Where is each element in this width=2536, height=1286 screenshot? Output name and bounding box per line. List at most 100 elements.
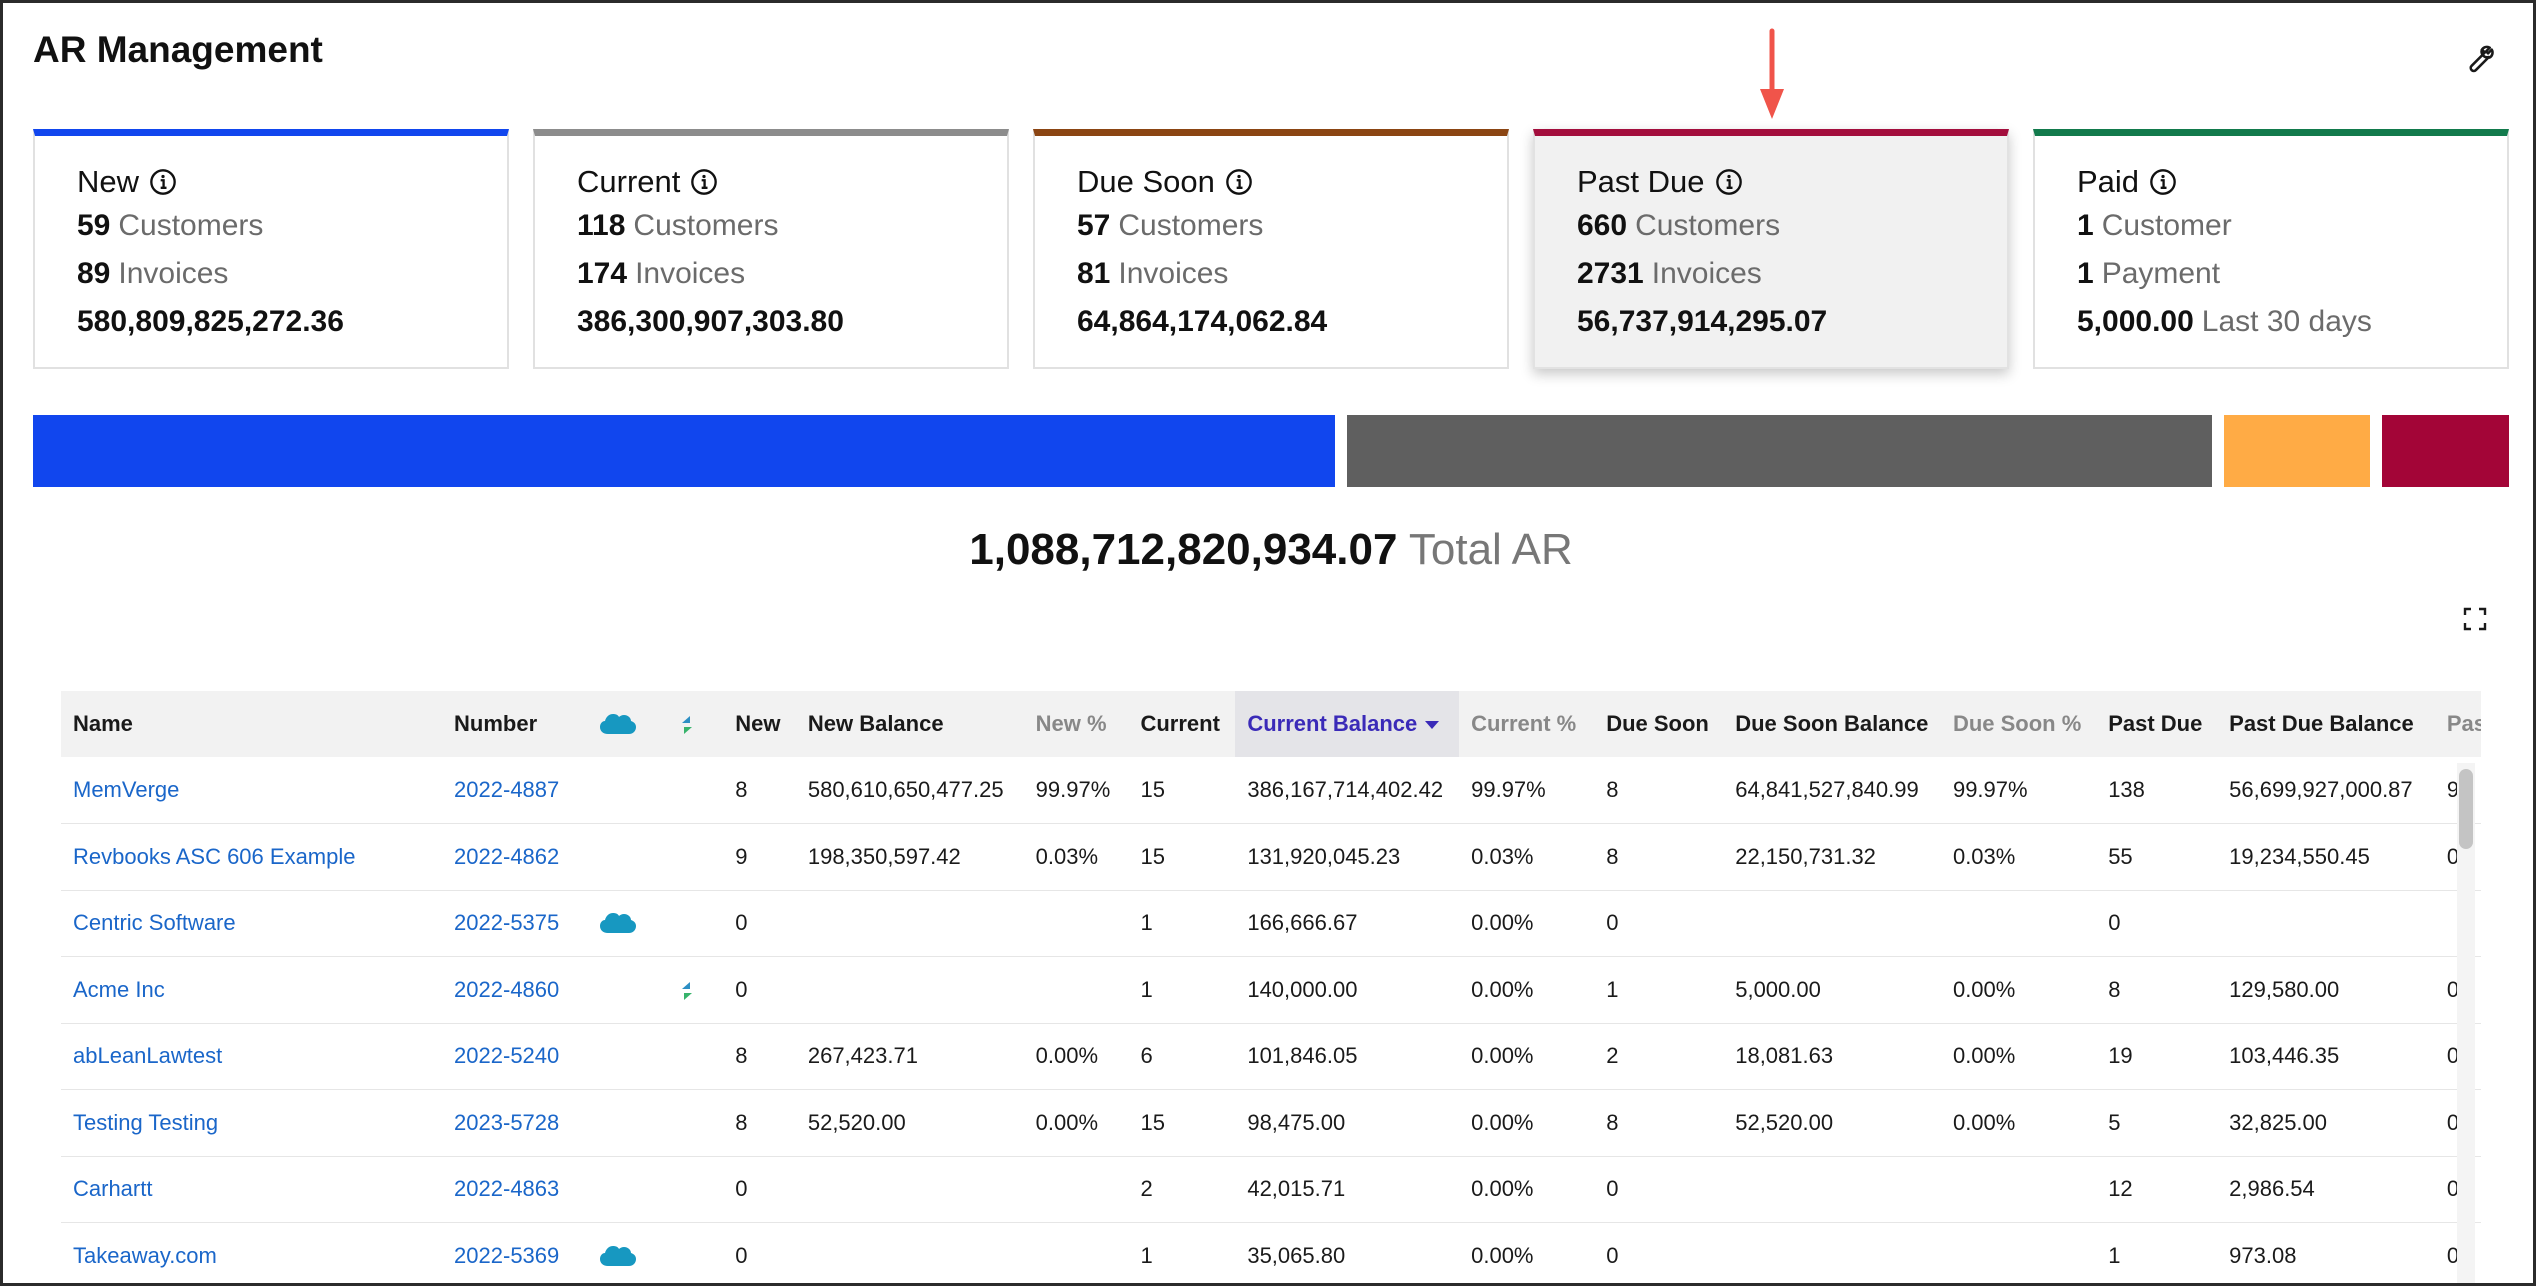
customer-name-link[interactable]: Revbooks ASC 606 Example (73, 843, 356, 869)
customer-label: Customers (1635, 209, 1781, 242)
customer-count: 1 (2077, 209, 2094, 242)
col-header-new-pct[interactable]: New % (1035, 711, 1107, 736)
invoice-label: Invoices (1118, 257, 1229, 290)
card-new[interactable]: New 59 Customers 89 Invoices 580,809,825,2… (33, 129, 509, 369)
table-row[interactable]: Testing Testing 2023-5728 8 52,520.00 0.00% 1… (61, 1089, 2481, 1157)
col-header-past-due[interactable]: Past Due (2108, 711, 2203, 736)
table-row[interactable]: Takeaway.com 2022-5369 0 1 35,065.80 0.00% 0 1 9… (61, 1222, 2481, 1283)
customer-name-link[interactable]: Carhartt (73, 1176, 153, 1202)
card-past-due[interactable]: Past Due 660 Customers 2731 Invoices 56,73… (1533, 129, 2009, 369)
cell-current: 15 (1128, 823, 1236, 891)
wrench-icon[interactable] (2461, 41, 2495, 75)
info-icon[interactable] (1715, 168, 1743, 196)
info-icon[interactable] (2149, 168, 2177, 196)
col-header-due-soon-pct[interactable]: Due Soon % (1952, 711, 2082, 736)
col-header-name[interactable]: Name (73, 711, 133, 736)
customer-label: Customer (2101, 209, 2232, 242)
customer-number-link[interactable]: 2022-4863 (454, 1176, 560, 1202)
cell-number: 2022-4863 (442, 1156, 587, 1223)
info-icon[interactable] (690, 168, 718, 196)
bar-segment-past-due[interactable] (2381, 415, 2509, 487)
table-row[interactable]: Carhartt 2022-4863 0 2 42,015.71 0.00% 0 12 2,98… (61, 1156, 2481, 1223)
card-due-soon[interactable]: Due Soon 57 Customers 81 Invoices 64,864,1… (1033, 129, 1509, 369)
cell-current: 1 (1128, 890, 1236, 957)
customer-name-link[interactable]: Acme Inc (73, 976, 165, 1002)
customer-count: 59 (77, 209, 111, 242)
col-header-new-balance[interactable]: New Balance (807, 711, 944, 736)
bar-segment-current[interactable] (1346, 415, 2213, 487)
col-header-due-soon[interactable]: Due Soon (1606, 711, 1709, 736)
cell-current-balance: 35,065.80 (1235, 1222, 1460, 1283)
col-header-current-balance[interactable]: Current Balance (1235, 691, 1460, 757)
customer-number-link[interactable]: 2022-5369 (454, 1242, 560, 1268)
cell-new-balance: 198,350,597.42 (795, 823, 1024, 891)
cell-new-balance (795, 1222, 1024, 1283)
customer-name-link[interactable]: Centric Software (73, 910, 236, 936)
cell-new: 8 (723, 1023, 796, 1090)
cell-name: Carhartt (61, 1156, 443, 1223)
bar-segment-due-soon[interactable] (2224, 415, 2370, 487)
card-current[interactable]: Current 118 Customers 174 Invoices 386,300… (533, 129, 1009, 369)
info-icon[interactable] (149, 168, 177, 196)
info-icon[interactable] (1225, 168, 1253, 196)
salesforce-icon (600, 714, 637, 735)
col-header-current-pct[interactable]: Current % (1471, 711, 1577, 736)
col-header-past-due-balance[interactable]: Past Due Balance (2229, 711, 2414, 736)
vertical-scrollbar[interactable] (2457, 763, 2475, 1283)
cell-current-balance: 98,475.00 (1235, 1089, 1460, 1157)
table-row[interactable]: Centric Software 2022-5375 0 1 166,666.67 0.0… (61, 890, 2481, 957)
cell-number: 2023-5728 (442, 1089, 587, 1157)
cell-new: 8 (723, 1089, 796, 1157)
table-row[interactable]: MemVerge 2022-4887 8 580,610,650,477.25 99.9… (61, 757, 2481, 824)
scrollbar-thumb[interactable] (2459, 769, 2473, 849)
col-header-past-pct[interactable]: Past (2446, 711, 2481, 736)
customer-label: Customers (633, 209, 779, 242)
cell-new-pct (1023, 1156, 1129, 1223)
cell-new-pct (1023, 1222, 1129, 1283)
customer-number-link[interactable]: 2022-4860 (454, 976, 560, 1002)
card-paid[interactable]: Paid 1 Customer 1 Payment 5,000.00 Last 30 … (2033, 129, 2509, 369)
cell-hubspot (666, 1222, 724, 1283)
customer-number-link[interactable]: 2022-5375 (454, 910, 560, 936)
cell-past-due: 5 (2096, 1089, 2218, 1157)
cell-past-due-balance: 973.08 (2217, 1222, 2435, 1283)
bar-segment-new[interactable] (33, 415, 1335, 487)
customer-count: 118 (577, 209, 626, 242)
cell-past-due: 1 (2096, 1222, 2218, 1283)
customer-number-link[interactable]: 2022-5240 (454, 1043, 560, 1069)
cell-new-balance (795, 956, 1024, 1024)
customer-number-link[interactable]: 2023-5728 (454, 1109, 560, 1135)
col-header-current[interactable]: Current (1140, 711, 1220, 736)
col-header-salesforce[interactable] (586, 691, 667, 757)
card-title: Current (577, 164, 681, 199)
cell-new-balance (795, 890, 1024, 957)
col-header-number[interactable]: Number (454, 711, 538, 736)
customer-name-link[interactable]: Testing Testing (73, 1109, 219, 1135)
cell-salesforce (586, 1023, 667, 1090)
cell-past-due: 138 (2096, 757, 2218, 824)
customer-name-link[interactable]: Takeaway.com (73, 1242, 217, 1268)
customer-number-link[interactable]: 2022-4862 (454, 843, 560, 869)
table-row[interactable]: abLeanLawtest 2022-5240 8 267,423.71 0.00% 6 1… (61, 1023, 2481, 1090)
cell-name: Takeaway.com (61, 1222, 443, 1283)
cell-new-pct (1023, 890, 1129, 957)
cell-current: 1 (1128, 956, 1236, 1024)
col-header-due-soon-balance[interactable]: Due Soon Balance (1735, 711, 1929, 736)
cell-due-soon: 8 (1594, 757, 1724, 824)
fullscreen-icon[interactable] (2463, 607, 2487, 631)
col-header-hubspot[interactable] (667, 691, 723, 757)
customer-name-link[interactable]: abLeanLawtest (73, 1043, 223, 1069)
cell-due-soon-pct (1940, 1222, 2097, 1283)
customer-name-link[interactable]: MemVerge (73, 777, 180, 802)
customer-label: Customers (1118, 209, 1264, 242)
customer-number-link[interactable]: 2022-4887 (454, 777, 560, 802)
ar-table: Name Number New New Balance New % Curren… (61, 691, 2481, 1283)
cell-current-pct: 0.00% (1459, 1156, 1595, 1223)
table-row[interactable]: Acme Inc 2022-4860 0 1 140,000.00 0.00% 1 5,000… (61, 956, 2481, 1024)
cell-current: 15 (1128, 757, 1236, 824)
cell-hubspot (666, 890, 724, 957)
table-row[interactable]: Revbooks ASC 606 Example 2022-4862 9 198,35… (61, 823, 2481, 891)
cell-new: 0 (723, 890, 796, 957)
col-header-new[interactable]: New (735, 711, 781, 736)
